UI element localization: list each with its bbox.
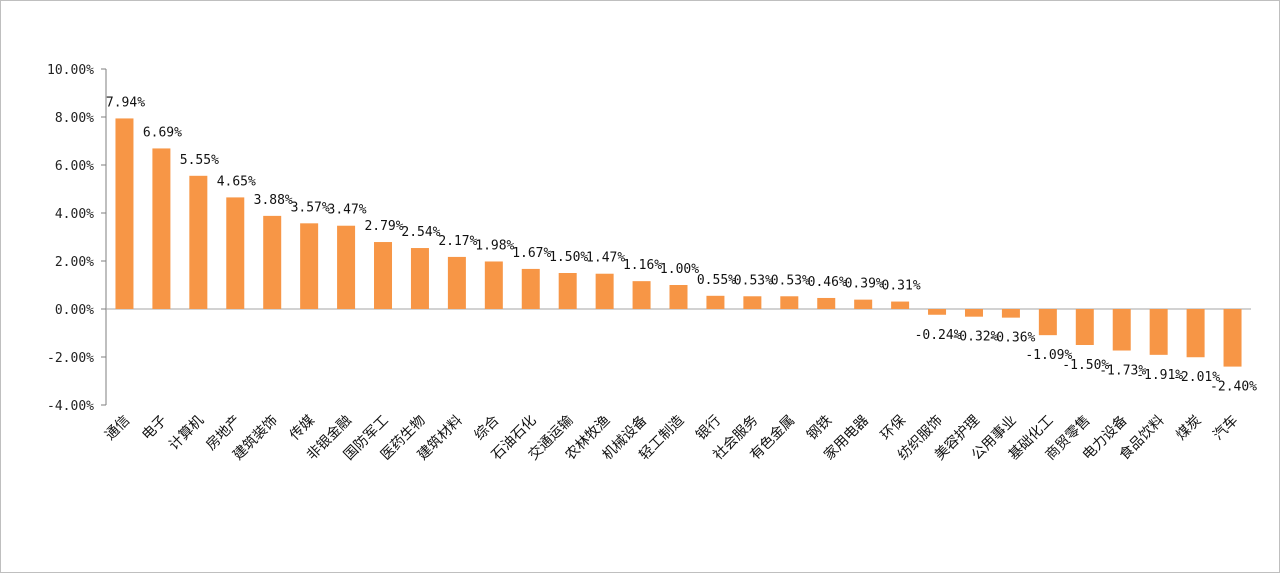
bar: [558, 273, 577, 309]
data-label: -0.32%: [951, 330, 998, 345]
bar: [300, 223, 319, 309]
bar: [1223, 309, 1242, 367]
y-tick-label: 8.00%: [55, 111, 94, 126]
category-label: 汽车: [1210, 412, 1242, 444]
bar: [115, 118, 134, 309]
data-label: 0.55%: [697, 273, 736, 288]
bar: [1075, 309, 1094, 345]
bar: [1038, 309, 1057, 336]
y-tick-label: 0.00%: [55, 303, 94, 318]
category-label: 传媒: [287, 413, 318, 444]
y-tick-label: 2.00%: [55, 255, 94, 270]
data-label: 5.55%: [180, 153, 219, 168]
bar: [706, 295, 725, 309]
data-label: 2.79%: [364, 219, 403, 234]
bar: [780, 296, 799, 309]
data-label: 0.31%: [882, 279, 921, 294]
y-tick-label: 10.00%: [47, 63, 94, 78]
data-label: 6.69%: [143, 125, 182, 140]
bar: [669, 285, 688, 309]
bar: [1112, 309, 1131, 351]
data-label: 0.53%: [771, 273, 810, 288]
data-label: 2.54%: [401, 225, 440, 240]
bar: [374, 242, 393, 309]
data-label: 3.88%: [254, 193, 293, 208]
data-label: 1.67%: [512, 246, 551, 261]
data-label: 1.16%: [623, 258, 662, 273]
data-label: -2.40%: [1210, 380, 1257, 395]
bar: [595, 273, 614, 309]
data-label: 1.50%: [549, 250, 588, 265]
bar: [1186, 309, 1205, 358]
data-labels: 7.94% 6.69% 5.55% 4.65% 3.88%3.57%3.47%2.79%…: [106, 95, 1257, 394]
data-label: -1.73%: [1099, 364, 1146, 379]
data-label: -2.01%: [1173, 370, 1220, 385]
bar: [337, 225, 356, 309]
bar: [263, 215, 282, 309]
bar: [152, 148, 171, 309]
data-label: -1.91%: [1136, 368, 1183, 383]
category-label: 煤炭: [1173, 413, 1204, 444]
bar: [817, 297, 836, 309]
bar: [928, 309, 947, 315]
y-tick-label: 4.00%: [55, 207, 94, 222]
bar: [964, 309, 983, 317]
category-label: 电子: [139, 413, 170, 444]
bar: [632, 281, 651, 309]
bar: [1149, 309, 1168, 355]
bar: [484, 261, 503, 309]
bar: [410, 248, 429, 309]
bar: [854, 299, 873, 309]
data-label: -0.36%: [988, 331, 1035, 346]
bar: [1001, 309, 1020, 318]
bar: [891, 301, 910, 309]
data-label: 1.00%: [660, 262, 699, 277]
category-label: 银行: [693, 413, 724, 444]
data-label: 0.46%: [808, 275, 847, 290]
data-label: 2.17%: [438, 234, 477, 249]
data-label: 0.39%: [845, 277, 884, 292]
bars: [115, 118, 1242, 367]
data-label: 3.57%: [291, 200, 330, 215]
data-label: -1.09%: [1025, 348, 1072, 363]
category-label: 计算机: [166, 413, 207, 454]
category-label: 环保: [878, 413, 909, 444]
category-label: 通信: [102, 413, 133, 444]
data-label: 1.47%: [586, 251, 625, 266]
bar: [189, 175, 208, 309]
bar: [743, 296, 762, 309]
data-label: 1.98%: [475, 238, 514, 253]
y-tick-label: -4.00%: [47, 399, 94, 414]
data-label: 7.94%: [106, 95, 145, 110]
y-tick-label: 6.00%: [55, 159, 94, 174]
bar: [226, 197, 245, 309]
category-label: 钢铁: [804, 413, 835, 444]
data-label: 3.47%: [328, 203, 367, 218]
data-label: -0.24%: [915, 328, 962, 343]
bar: [447, 256, 466, 309]
bar: [521, 268, 540, 309]
data-label: 0.53%: [734, 273, 773, 288]
data-label: -1.50%: [1062, 358, 1109, 373]
y-tick-label: -2.00%: [47, 351, 94, 366]
category-label: 综合: [472, 413, 503, 444]
data-label: 4.65%: [217, 174, 256, 189]
